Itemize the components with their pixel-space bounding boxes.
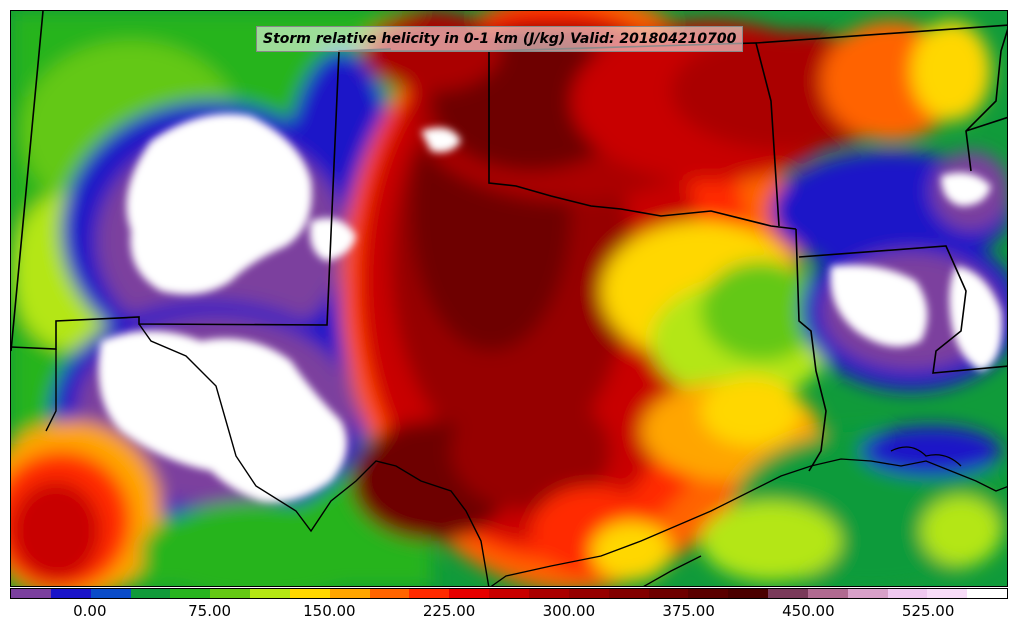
colorbar-tick-label: 375.00 <box>662 602 715 620</box>
colorbar-segment <box>369 589 410 598</box>
colorbar-segment <box>528 589 569 598</box>
colorbar-tick-label: 225.00 <box>422 602 476 620</box>
colorbar-segment <box>927 589 968 598</box>
colorbar-segment <box>170 589 211 598</box>
colorbar-tick-label: 300.00 <box>542 602 596 620</box>
colorbar-tick-label: 75.00 <box>188 602 232 620</box>
colorbar-segment <box>728 589 769 598</box>
colorbar-segment <box>887 589 928 598</box>
colorbar-segment <box>608 589 649 598</box>
map-title: Storm relative helicity in 0-1 km (J/kg)… <box>256 26 744 52</box>
colorbar-segment <box>11 589 51 598</box>
colorbar-segment <box>967 589 1008 598</box>
colorbar-segment <box>409 589 450 598</box>
colorbar-segment <box>289 589 330 598</box>
colorbar-segment <box>130 589 171 598</box>
helicity-map-svg <box>11 11 1007 586</box>
helicity-map: Storm relative helicity in 0-1 km (J/kg)… <box>10 10 1008 587</box>
colorbar-segment <box>768 589 808 598</box>
colorbar-segment <box>329 589 370 598</box>
colorbar-segment <box>449 589 490 598</box>
colorbar-segment <box>90 589 131 598</box>
colorbar-segment <box>489 589 529 598</box>
colorbar <box>10 588 1008 599</box>
coastline <box>490 446 1007 586</box>
colorbar-segment <box>688 589 729 598</box>
colorbar-tick-label: 0.00 <box>73 602 107 620</box>
colorbar-tick-label: 450.00 <box>782 602 835 620</box>
low-helicity-patches <box>98 113 1002 502</box>
colorbar-segment <box>568 589 609 598</box>
colorbar-segment <box>847 589 888 598</box>
colorbar-tick-label: 525.00 <box>901 602 955 620</box>
colorbar-segment <box>807 589 848 598</box>
international-border <box>45 323 490 586</box>
colorbar-segment <box>50 589 91 598</box>
state-borders <box>11 11 1007 472</box>
colorbar-tick-label: 150.00 <box>303 602 356 620</box>
colorbar-labels: 0.00 75.00 150.00 225.00 300.00 375.00 450.00 5… <box>10 600 1008 626</box>
colorbar-segment <box>210 589 251 598</box>
colorbar-segment <box>250 589 290 598</box>
colorbar-segment <box>648 589 689 598</box>
